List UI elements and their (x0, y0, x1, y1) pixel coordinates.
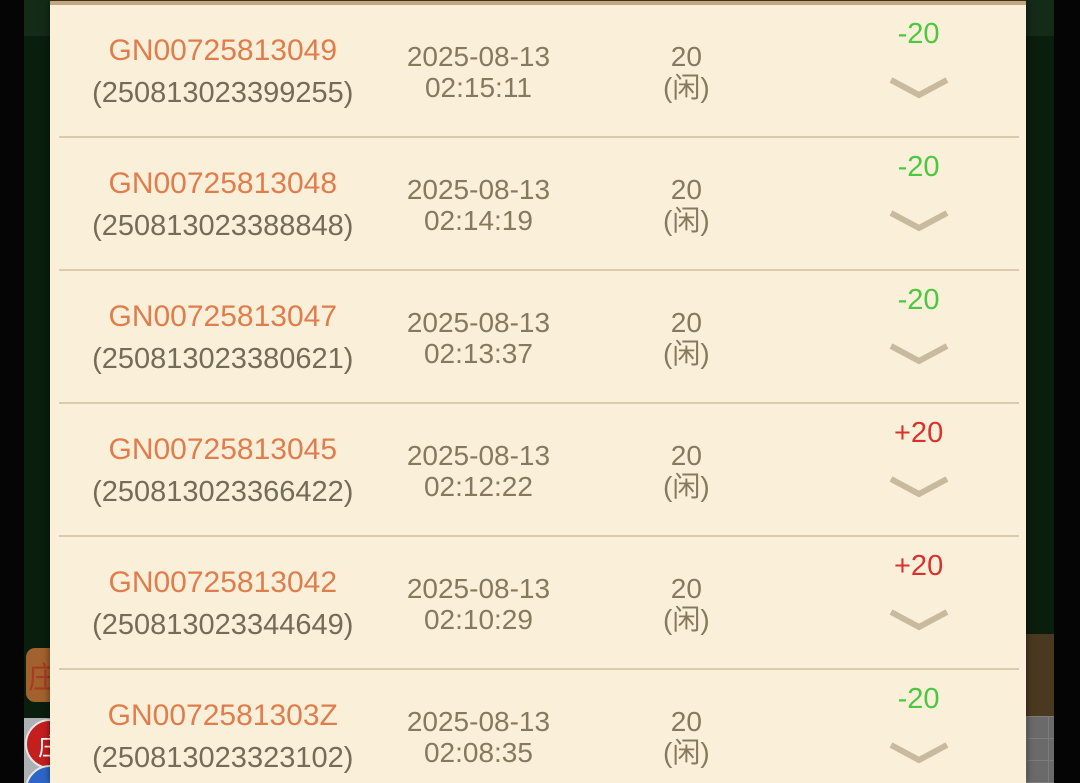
timestamp-cell: 2025-08-13 02:08:35 (396, 670, 562, 783)
game-number: GN0072581303Z (107, 698, 338, 732)
bet-cell: 20 (闲) (561, 138, 811, 271)
bet-date: 2025-08-13 (406, 40, 551, 72)
bet-target: (闲) (663, 71, 710, 103)
bet-cell: 20 (闲) (561, 5, 811, 138)
roadmap-grid (1026, 716, 1054, 783)
banker-bet-label: 庄 (28, 662, 50, 695)
bet-cell: 20 (闲) (561, 537, 811, 670)
result-cell: -20 (811, 271, 1026, 404)
bet-record-row[interactable]: GN00725813045 (250813023366422) 2025-08-… (50, 404, 1026, 537)
game-number: GN00725813048 (108, 166, 338, 200)
game-id-cell: GN00725813048 (250813023388848) (50, 138, 396, 271)
chevron-down-icon[interactable] (887, 342, 951, 366)
bet-record-row[interactable]: GN00725813042 (250813023344649) 2025-08-… (50, 537, 1026, 670)
table-edge-block (1026, 634, 1054, 716)
table-background-left: 庄 庄 (24, 0, 50, 783)
bet-date: 2025-08-13 (406, 439, 551, 471)
game-number: GN00725813045 (108, 432, 338, 466)
bet-target: (闲) (663, 470, 710, 502)
chevron-down-icon[interactable] (887, 741, 951, 765)
table-background-right (1026, 0, 1054, 783)
bet-time: 02:08:35 (423, 736, 533, 768)
serial-number: (250813023399255) (92, 76, 354, 109)
player-chip-icon (25, 765, 50, 783)
result-amount: +20 (894, 417, 944, 449)
game-id-cell: GN00725813047 (250813023380621) (50, 271, 396, 404)
result-cell: -20 (811, 138, 1026, 271)
result-amount: +20 (894, 550, 944, 582)
chevron-down-icon[interactable] (887, 608, 951, 632)
serial-number: (250813023344649) (92, 608, 354, 641)
bet-amount: 20 (670, 173, 702, 205)
bet-history-panel: GN00725813049 (250813023399255) 2025-08-… (50, 0, 1026, 783)
timestamp-cell: 2025-08-13 02:12:22 (396, 404, 562, 537)
table-top-band (24, 0, 50, 36)
bet-date: 2025-08-13 (406, 173, 551, 205)
game-number: GN00725813047 (108, 299, 338, 333)
game-number: GN00725813042 (108, 565, 338, 599)
table-top-band (1026, 0, 1054, 36)
bet-amount: 20 (670, 40, 702, 72)
game-number: GN00725813049 (108, 33, 338, 67)
result-amount: -20 (897, 284, 940, 316)
bet-time: 02:12:22 (423, 470, 533, 502)
banker-chip-label: 庄 (38, 727, 50, 762)
bet-record-row[interactable]: GN0072581303Z (250813023323102) 2025-08-… (50, 670, 1026, 783)
banker-chip-icon: 庄 (25, 719, 50, 769)
result-cell: -20 (811, 670, 1026, 783)
chevron-down-icon[interactable] (887, 475, 951, 499)
result-amount: -20 (897, 151, 940, 183)
serial-number: (250813023388848) (92, 209, 354, 242)
bet-amount: 20 (670, 306, 702, 338)
result-amount: -20 (897, 18, 940, 50)
serial-number: (250813023323102) (92, 741, 354, 774)
bet-date: 2025-08-13 (406, 705, 551, 737)
bet-amount: 20 (670, 439, 702, 471)
timestamp-cell: 2025-08-13 02:15:11 (396, 5, 562, 138)
serial-number: (250813023366422) (92, 475, 354, 508)
serial-number: (250813023380621) (92, 342, 354, 375)
result-amount: -20 (897, 683, 940, 715)
bet-target: (闲) (663, 204, 710, 236)
result-cell: -20 (811, 5, 1026, 138)
chevron-down-icon[interactable] (887, 209, 951, 233)
bet-time: 02:15:11 (424, 71, 532, 103)
bet-history-list: GN00725813049 (250813023399255) 2025-08-… (50, 5, 1026, 783)
panel-top-border (50, 0, 1026, 5)
roadmap-strip-left: 庄 (24, 718, 50, 783)
timestamp-cell: 2025-08-13 02:13:37 (396, 271, 562, 404)
timestamp-cell: 2025-08-13 02:10:29 (396, 537, 562, 670)
game-id-cell: GN00725813045 (250813023366422) (50, 404, 396, 537)
game-id-cell: GN00725813042 (250813023344649) (50, 537, 396, 670)
bet-date: 2025-08-13 (406, 306, 551, 338)
result-cell: +20 (811, 404, 1026, 537)
bet-cell: 20 (闲) (561, 404, 811, 537)
result-cell: +20 (811, 537, 1026, 670)
bet-date: 2025-08-13 (406, 572, 551, 604)
banker-bet-button[interactable]: 庄 (26, 648, 50, 702)
bet-amount: 20 (670, 572, 702, 604)
bet-record-row[interactable]: GN00725813047 (250813023380621) 2025-08-… (50, 271, 1026, 404)
game-id-cell: GN0072581303Z (250813023323102) (50, 670, 396, 783)
timestamp-cell: 2025-08-13 02:14:19 (396, 138, 562, 271)
bet-record-row[interactable]: GN00725813048 (250813023388848) 2025-08-… (50, 138, 1026, 271)
game-id-cell: GN00725813049 (250813023399255) (50, 5, 396, 138)
bet-time: 02:10:29 (423, 603, 533, 635)
bet-cell: 20 (闲) (561, 271, 811, 404)
bet-amount: 20 (670, 705, 702, 737)
bet-target: (闲) (663, 736, 710, 768)
bet-target: (闲) (663, 337, 710, 369)
bet-target: (闲) (663, 603, 710, 635)
bet-record-row[interactable]: GN00725813049 (250813023399255) 2025-08-… (50, 5, 1026, 138)
chevron-down-icon[interactable] (887, 76, 951, 100)
bet-time: 02:13:37 (423, 337, 533, 369)
bet-cell: 20 (闲) (561, 670, 811, 783)
bet-time: 02:14:19 (423, 204, 533, 236)
